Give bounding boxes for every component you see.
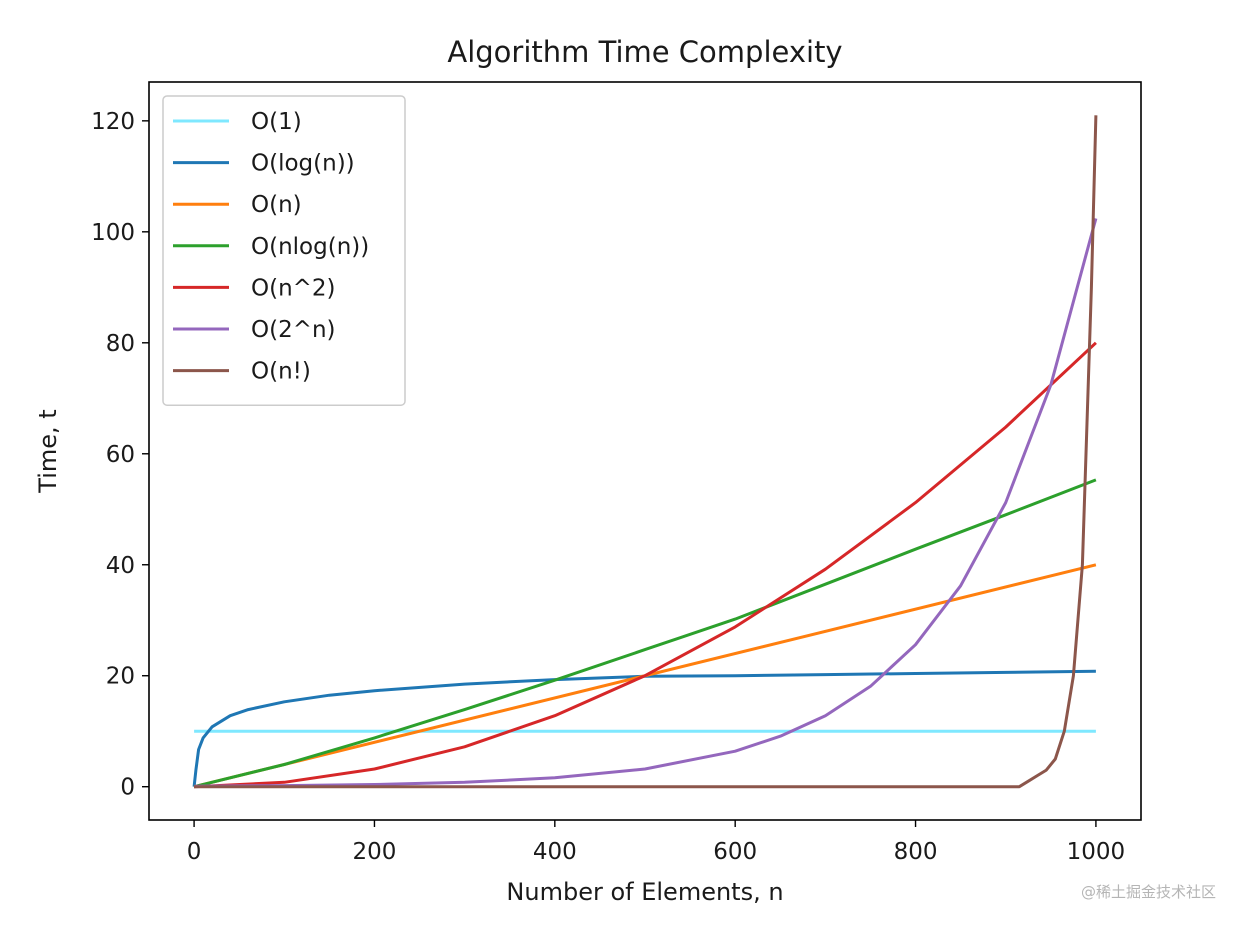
series-line-5 <box>194 218 1098 788</box>
x-axis-label: Number of Elements, n <box>506 878 783 906</box>
legend-label-6: O(n!) <box>251 359 311 385</box>
plot-frame <box>148 81 1142 821</box>
y-tick-label-0: 0 <box>120 775 135 801</box>
legend-label-2: O(n) <box>251 192 302 218</box>
x-tick-label-1: 200 <box>353 839 397 865</box>
legend-label-0: O(1) <box>251 109 302 135</box>
y-tick-label-2: 40 <box>106 553 135 579</box>
x-tick-label-2: 400 <box>533 839 577 865</box>
series-line-3 <box>193 478 1097 789</box>
y-tick-label-4: 80 <box>106 331 135 357</box>
x-tick-label-0: 0 <box>187 839 202 865</box>
x-tick-label-4: 800 <box>894 839 938 865</box>
y-tick-label-1: 20 <box>106 664 135 690</box>
series-line-4 <box>194 341 1097 789</box>
legend-label-1: O(log(n)) <box>251 151 355 177</box>
series-line-1 <box>192 669 1096 787</box>
y-axis-label: Time, t <box>34 409 62 493</box>
y-tick-label-3: 60 <box>106 442 135 468</box>
chart-title: Algorithm Time Complexity <box>447 35 842 69</box>
x-tick-label-3: 600 <box>713 839 757 865</box>
y-tick-label-6: 120 <box>91 109 135 135</box>
watermark: @稀土掘金技术社区 <box>1080 883 1216 901</box>
y-tick-label-5: 100 <box>91 220 135 246</box>
legend-label-3: O(nlog(n)) <box>251 234 369 260</box>
legend-label-5: O(2^n) <box>251 317 336 343</box>
series-line-6 <box>194 115 1098 789</box>
x-tick-label-5: 1000 <box>1067 839 1126 865</box>
legend-label-4: O(n^2) <box>251 275 336 301</box>
